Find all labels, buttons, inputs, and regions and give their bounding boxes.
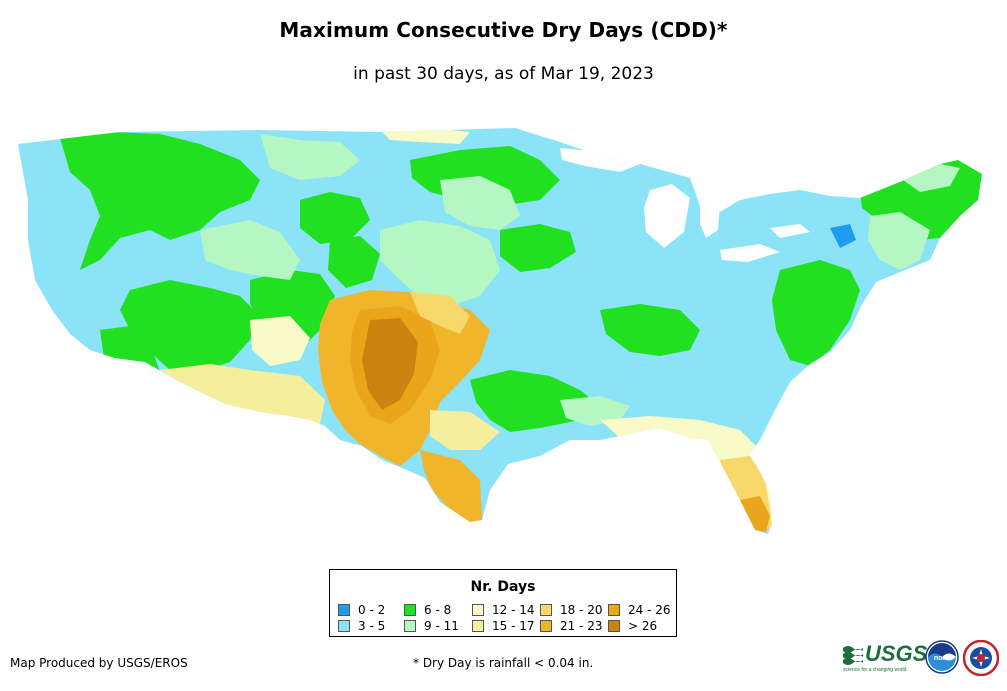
usgs-tagline: science for a changing world: [843, 667, 907, 673]
legend-swatch: [540, 620, 552, 632]
nws-logo-icon: [963, 640, 999, 676]
agency-logos: USGS science for a changing world noaa: [843, 640, 1003, 680]
legend-item-24-26: 24 - 26: [608, 602, 676, 618]
usgs-logo: USGS science for a changing world: [843, 642, 927, 678]
legend-item-21-23: 21 - 23: [540, 618, 608, 634]
usgs-wordmark: USGS: [865, 641, 928, 666]
legend-swatch: [338, 620, 350, 632]
map-subtitle: in past 30 days, as of Mar 19, 2023: [353, 64, 654, 84]
legend: Nr. Days 0 - 2 6 - 8 12 - 14 18 - 20 24 …: [329, 569, 677, 637]
noaa-logo-icon: noaa: [925, 640, 959, 674]
legend-item-15-17: 15 - 17: [472, 618, 540, 634]
legend-item-18-20: 18 - 20: [540, 602, 608, 618]
legend-item-3-5: 3 - 5: [338, 618, 404, 634]
legend-swatch: [338, 604, 350, 616]
legend-item-12-14: 12 - 14: [472, 602, 540, 618]
legend-item-9-11: 9 - 11: [404, 618, 472, 634]
legend-grid: 0 - 2 6 - 8 12 - 14 18 - 20 24 - 26 3 - …: [338, 602, 676, 634]
legend-swatch: [608, 620, 620, 632]
credit-text: Map Produced by USGS/EROS: [10, 656, 188, 670]
legend-item-gt-26: > 26: [608, 618, 676, 634]
usgs-wave-icon: [843, 646, 863, 665]
map-title: Maximum Consecutive Dry Days (CDD)*: [279, 18, 728, 42]
legend-swatch: [472, 604, 484, 616]
legend-title: Nr. Days: [470, 579, 536, 595]
legend-item-0-2: 0 - 2: [338, 602, 404, 618]
svg-text:noaa: noaa: [934, 655, 950, 662]
legend-swatch: [472, 620, 484, 632]
legend-swatch: [540, 604, 552, 616]
legend-swatch: [404, 620, 416, 632]
legend-swatch: [608, 604, 620, 616]
us-dry-days-map: [18, 128, 982, 534]
legend-swatch: [404, 604, 416, 616]
dry-day-footnote: * Dry Day is rainfall < 0.04 in.: [413, 656, 594, 670]
legend-item-6-8: 6 - 8: [404, 602, 472, 618]
